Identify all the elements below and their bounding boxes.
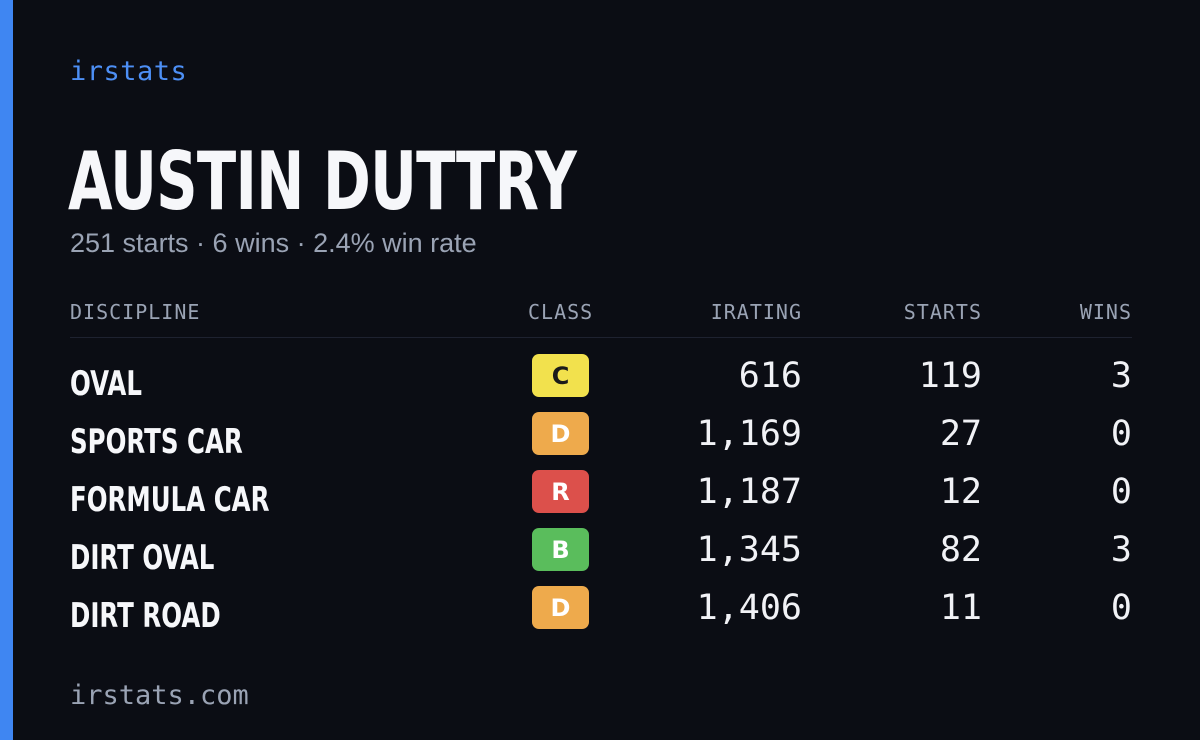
table-row: FORMULA CAR R 1,187 12 0	[70, 470, 1132, 528]
starts-value: 82	[939, 530, 982, 570]
irating-value: 1,169	[696, 414, 802, 454]
wins-value: 0	[1110, 472, 1132, 512]
starts-value: 119	[918, 356, 982, 396]
header-class: CLASS	[528, 300, 594, 324]
irating-value: 1,406	[696, 588, 802, 628]
irating-value: 1,187	[696, 472, 802, 512]
irating-value: 1,345	[696, 530, 802, 570]
license-class-badge: D	[532, 412, 589, 455]
wins-value: 0	[1110, 414, 1132, 454]
header-wins: WINS	[1079, 300, 1132, 324]
discipline-label: OVAL	[70, 364, 142, 404]
license-class-badge: B	[532, 528, 589, 571]
table-header: DISCIPLINE CLASS IRATING STARTS WINS	[70, 298, 1132, 338]
wins-value: 3	[1110, 356, 1132, 396]
irating-value: 616	[738, 356, 802, 396]
license-class-badge: C	[532, 354, 589, 397]
wins-value: 3	[1110, 530, 1132, 570]
header-irating: IRATING	[710, 300, 802, 324]
discipline-label: DIRT ROAD	[70, 596, 221, 636]
discipline-label: DIRT OVAL	[70, 538, 215, 578]
header-starts: STARTS	[903, 300, 982, 324]
accent-bar	[0, 0, 13, 740]
driver-summary: 251 starts · 6 wins · 2.4% win rate	[70, 228, 477, 258]
table-row: OVAL C 616 119 3	[70, 354, 1132, 412]
starts-value: 11	[939, 588, 982, 628]
wins-value: 0	[1110, 588, 1132, 628]
starts-value: 27	[939, 414, 982, 454]
stats-table: DISCIPLINE CLASS IRATING STARTS WINS OVA…	[70, 298, 1132, 644]
table-row: DIRT OVAL B 1,345 82 3	[70, 528, 1132, 586]
driver-name: AUSTIN DUTTRY	[68, 135, 577, 228]
license-class-badge: D	[532, 586, 589, 629]
table-row: DIRT ROAD D 1,406 11 0	[70, 586, 1132, 644]
header-discipline: DISCIPLINE	[70, 300, 201, 324]
discipline-label: SPORTS CAR	[70, 422, 243, 462]
starts-value: 12	[939, 472, 982, 512]
table-row: SPORTS CAR D 1,169 27 0	[70, 412, 1132, 470]
discipline-label: FORMULA CAR	[70, 480, 270, 520]
brand-logo-text: irstats	[70, 56, 188, 87]
license-class-badge: R	[532, 470, 589, 513]
footer-url: irstats.com	[70, 680, 249, 711]
table-body: OVAL C 616 119 3 SPORTS CAR D 1,169 27 0…	[70, 354, 1132, 644]
